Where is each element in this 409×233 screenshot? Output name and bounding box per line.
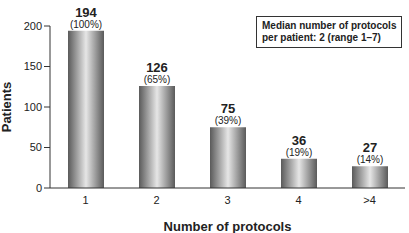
svg-text:(39%): (39%) bbox=[215, 115, 242, 126]
html-text:per patient: 2 (range 1–7): per patient: 2 (range 1–7) bbox=[262, 32, 381, 43]
svg-text:4: 4 bbox=[295, 194, 301, 206]
svg-text:2: 2 bbox=[153, 194, 159, 206]
svg-text:(65%): (65%) bbox=[144, 74, 171, 85]
svg-text:50: 50 bbox=[30, 141, 42, 153]
svg-text:75: 75 bbox=[221, 101, 235, 116]
svg-text:(19%): (19%) bbox=[286, 147, 313, 158]
svg-text:194: 194 bbox=[75, 5, 97, 20]
svg-text:Patients: Patients bbox=[8, 82, 14, 133]
svg-text:>4: >4 bbox=[363, 194, 376, 206]
svg-text:3: 3 bbox=[224, 194, 230, 206]
svg-text:100: 100 bbox=[24, 101, 42, 113]
html-text:Median number of protocols: Median number of protocols bbox=[262, 20, 397, 31]
svg-text:27: 27 bbox=[363, 140, 377, 155]
svg-text:1: 1 bbox=[82, 194, 88, 206]
svg-text:0: 0 bbox=[36, 182, 42, 194]
svg-text:Number of protocols: Number of protocols bbox=[164, 219, 292, 233]
svg-text:36: 36 bbox=[292, 133, 306, 148]
svg-text:150: 150 bbox=[24, 60, 42, 72]
svg-text:(100%): (100%) bbox=[70, 19, 102, 30]
svg-text:126: 126 bbox=[146, 60, 168, 75]
svg-text:200: 200 bbox=[24, 20, 42, 32]
svg-text:(14%): (14%) bbox=[357, 154, 384, 165]
